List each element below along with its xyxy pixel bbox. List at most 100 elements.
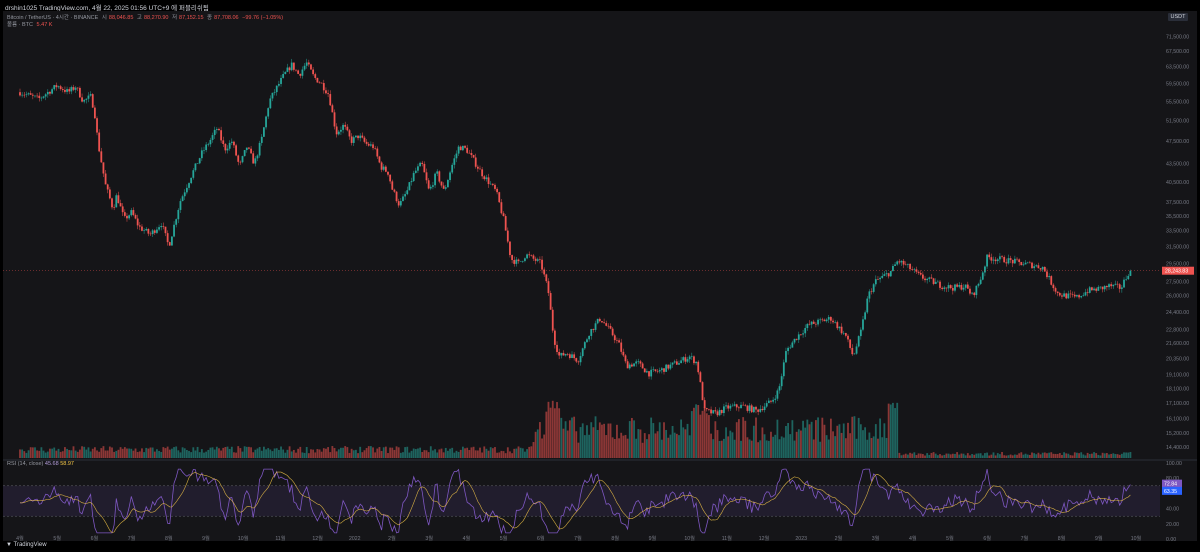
candle-body bbox=[476, 166, 479, 169]
symbol-name[interactable]: Bitcoin / TetherUS · 4시간 · BINANCE bbox=[7, 15, 99, 21]
volume-bar bbox=[573, 416, 576, 458]
candle-body bbox=[491, 183, 494, 185]
candle-body bbox=[64, 89, 66, 92]
volume-bar bbox=[271, 451, 274, 458]
chart-area[interactable]: 71,500.00 67,500.00 63,500.00 59,500.00 55,5… bbox=[3, 11, 1197, 543]
candle-body bbox=[239, 161, 242, 163]
candle-body bbox=[547, 281, 550, 294]
candle-body bbox=[1086, 292, 1089, 293]
candle-body bbox=[209, 139, 212, 145]
volume-bar bbox=[800, 430, 802, 458]
volume-bar bbox=[870, 438, 873, 458]
rsi-tick-label: 0.00 bbox=[1166, 537, 1176, 541]
candle-body bbox=[1037, 265, 1040, 269]
candle-body bbox=[857, 336, 860, 347]
candle-body bbox=[686, 359, 689, 362]
candle-body bbox=[393, 189, 396, 192]
volume-bar bbox=[153, 451, 156, 458]
volume-bar bbox=[596, 430, 599, 458]
volume-bar bbox=[149, 447, 152, 458]
candle-body bbox=[382, 166, 385, 170]
volume-bar bbox=[297, 448, 300, 458]
volume-bar bbox=[36, 450, 39, 458]
candle-body bbox=[992, 259, 995, 261]
tradingview-logo[interactable]: ▼ TradingView bbox=[6, 542, 47, 548]
candle-body bbox=[464, 145, 466, 148]
volume-bar bbox=[616, 424, 618, 458]
time-tick-label: 12월 bbox=[759, 534, 770, 541]
price-tick-label: 18,100.00 bbox=[1166, 386, 1189, 392]
candle-body bbox=[958, 285, 961, 287]
candle-body bbox=[168, 242, 171, 246]
high-label: 고 bbox=[136, 15, 142, 21]
candle-body bbox=[1123, 279, 1125, 288]
volume-bar bbox=[684, 429, 687, 458]
rsi-tick-label: 80.00 bbox=[1166, 476, 1179, 482]
volume-bar bbox=[1120, 453, 1123, 458]
candle-body bbox=[342, 124, 344, 130]
volume-label[interactable]: 볼륨 · BTC bbox=[7, 22, 34, 28]
volume-bar bbox=[755, 417, 757, 458]
candle-body bbox=[864, 312, 867, 320]
volume-bar bbox=[509, 451, 511, 458]
candle-body bbox=[879, 277, 881, 280]
candle-body bbox=[213, 129, 216, 136]
candle-body bbox=[1046, 271, 1048, 278]
rsi-label[interactable]: RSI (14, close) bbox=[7, 461, 44, 467]
volume-bar bbox=[55, 450, 58, 458]
candle-body bbox=[117, 195, 120, 204]
volume-bar bbox=[188, 450, 190, 458]
volume-bar bbox=[889, 404, 892, 458]
author-name[interactable]: drshin1025 bbox=[5, 5, 38, 12]
volume-bar bbox=[19, 449, 21, 458]
candle-body bbox=[678, 363, 680, 365]
volume-bar bbox=[277, 449, 280, 458]
candle-body bbox=[579, 356, 582, 363]
chart-canvas[interactable]: 71,500.00 67,500.00 63,500.00 59,500.00 55,5… bbox=[3, 11, 1197, 543]
candle-body bbox=[27, 93, 30, 95]
candle-body bbox=[226, 148, 229, 151]
candle-body bbox=[119, 203, 122, 207]
volume-bar bbox=[757, 442, 760, 458]
volume-bar bbox=[29, 447, 32, 458]
volume-bar bbox=[241, 451, 244, 458]
logo-icon: ▼ bbox=[6, 542, 12, 548]
candle-body bbox=[708, 409, 710, 410]
volume-bar bbox=[1065, 453, 1068, 458]
volume-bar bbox=[892, 402, 894, 458]
volume-bar bbox=[866, 439, 869, 458]
volume-bar bbox=[239, 448, 242, 458]
volume-bar bbox=[932, 452, 935, 458]
volume-bar bbox=[194, 450, 197, 458]
candle-body bbox=[911, 269, 914, 270]
time-tick-label: 5월 bbox=[500, 534, 508, 541]
volume-bar bbox=[171, 448, 173, 458]
volume-bar bbox=[237, 446, 240, 458]
candle-body bbox=[61, 89, 64, 90]
volume-bar bbox=[314, 452, 317, 458]
candle-body bbox=[763, 406, 766, 411]
volume-bar bbox=[806, 419, 809, 458]
volume-bar bbox=[536, 429, 539, 458]
volume-bar bbox=[588, 434, 591, 458]
volume-bar bbox=[1024, 453, 1027, 458]
volume-bar bbox=[581, 423, 584, 458]
volume-bar bbox=[340, 447, 342, 458]
volume-bar bbox=[389, 447, 392, 458]
volume-bar bbox=[85, 449, 88, 458]
candle-body bbox=[1108, 284, 1110, 288]
volume-bar bbox=[571, 417, 573, 458]
volume-bar bbox=[200, 449, 203, 458]
volume-bar bbox=[791, 420, 794, 458]
volume-bar bbox=[714, 421, 717, 458]
volume-bar bbox=[673, 432, 676, 458]
volume-bar bbox=[57, 448, 60, 458]
volume-bar bbox=[511, 453, 513, 458]
volume-bar bbox=[778, 439, 781, 458]
currency-unit-badge[interactable]: USDT bbox=[1168, 13, 1188, 21]
volume-bar bbox=[117, 449, 120, 458]
candle-body bbox=[515, 259, 518, 264]
volume-bar bbox=[716, 430, 719, 458]
volume-bar bbox=[900, 455, 903, 458]
candle-body bbox=[851, 347, 854, 355]
